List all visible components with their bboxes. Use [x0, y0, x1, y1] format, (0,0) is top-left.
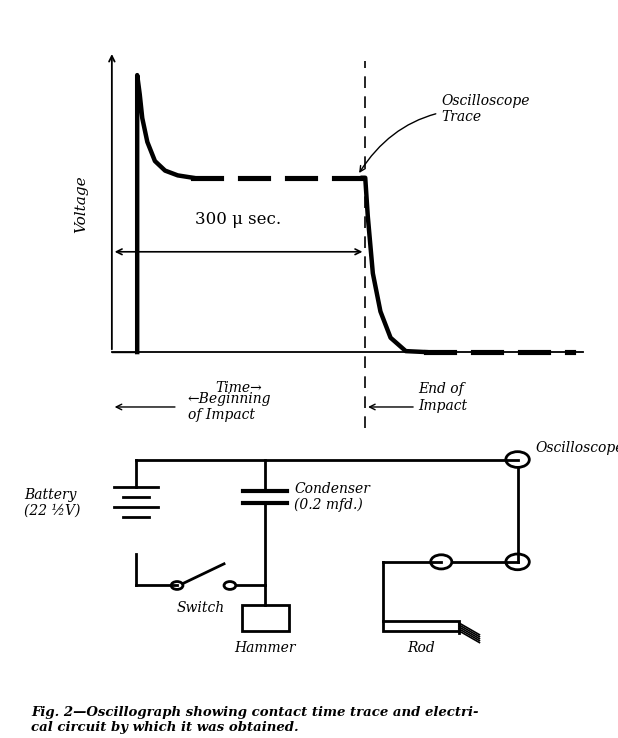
Text: Voltage: Voltage: [74, 175, 88, 233]
Text: Time→: Time→: [215, 381, 262, 395]
Text: Battery
(22 ½V): Battery (22 ½V): [25, 488, 81, 518]
Text: Oscilloscope: Oscilloscope: [535, 441, 618, 455]
Text: Oscilloscope
Trace: Oscilloscope Trace: [360, 94, 530, 172]
Text: Rod: Rod: [407, 641, 434, 655]
Text: Hammer: Hammer: [234, 641, 296, 655]
Text: Fig. 2—Oscillograph showing contact time trace and electri-
cal circuit by which: Fig. 2—Oscillograph showing contact time…: [31, 706, 478, 734]
Text: Switch: Switch: [177, 601, 224, 615]
Text: Condenser
(0.2 mfd.): Condenser (0.2 mfd.): [295, 482, 370, 512]
Bar: [242, 605, 289, 631]
Text: 300 μ sec.: 300 μ sec.: [195, 211, 282, 228]
Bar: [383, 621, 459, 631]
Text: ←Beginning
of Impact: ←Beginning of Impact: [188, 392, 271, 422]
Text: End of
Impact: End of Impact: [418, 382, 468, 413]
